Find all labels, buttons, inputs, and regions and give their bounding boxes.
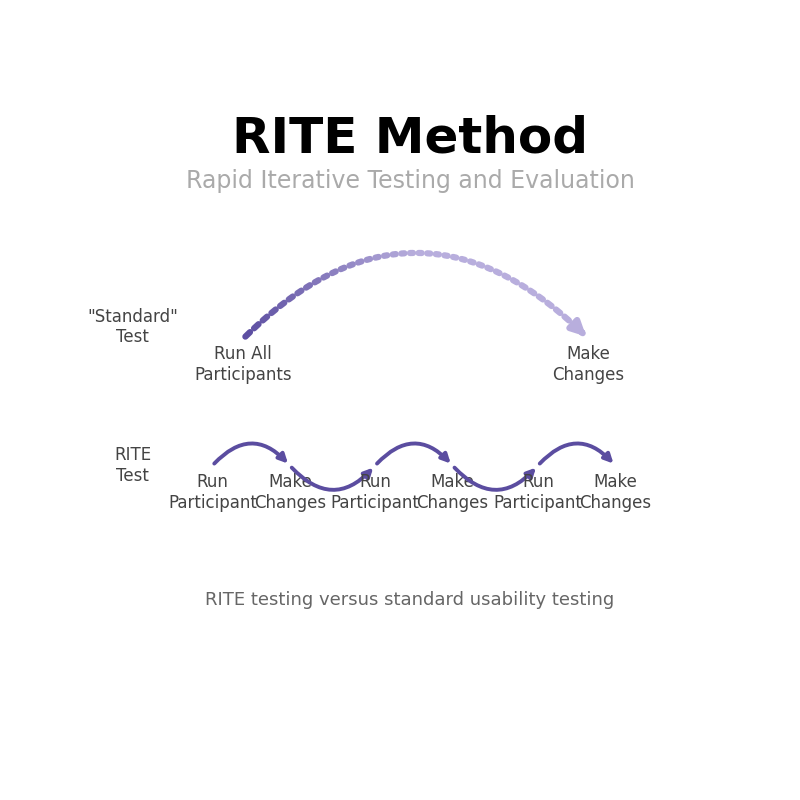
FancyArrowPatch shape <box>505 275 508 278</box>
Text: Run
Participant: Run Participant <box>168 474 257 512</box>
Text: Make
Changes: Make Changes <box>552 345 624 383</box>
FancyArrowPatch shape <box>513 280 517 282</box>
Text: Make
Changes: Make Changes <box>254 474 326 512</box>
FancyArrowPatch shape <box>214 443 285 463</box>
FancyArrowPatch shape <box>540 443 610 463</box>
FancyArrowPatch shape <box>478 264 482 266</box>
FancyArrowPatch shape <box>573 324 578 328</box>
FancyArrowPatch shape <box>366 259 370 260</box>
FancyArrowPatch shape <box>262 317 267 321</box>
FancyArrowPatch shape <box>271 310 276 313</box>
FancyArrowPatch shape <box>246 332 250 337</box>
FancyArrowPatch shape <box>292 468 370 490</box>
FancyArrowPatch shape <box>522 285 526 288</box>
FancyArrowPatch shape <box>289 297 293 299</box>
Text: Make
Changes: Make Changes <box>579 474 651 512</box>
FancyArrowPatch shape <box>341 268 344 269</box>
Text: Rapid Iterative Testing and Evaluation: Rapid Iterative Testing and Evaluation <box>186 169 634 193</box>
Text: Run
Participant: Run Participant <box>494 474 582 512</box>
FancyArrowPatch shape <box>314 280 318 282</box>
FancyArrowPatch shape <box>496 271 499 273</box>
FancyArrowPatch shape <box>332 271 336 273</box>
FancyArrowPatch shape <box>377 443 448 463</box>
FancyArrowPatch shape <box>538 297 543 299</box>
Text: RITE Method: RITE Method <box>232 114 588 162</box>
FancyArrowPatch shape <box>254 324 258 328</box>
Text: Run All
Participants: Run All Participants <box>194 345 292 383</box>
Text: RITE
Test: RITE Test <box>114 446 151 485</box>
FancyArrowPatch shape <box>565 317 569 321</box>
FancyArrowPatch shape <box>530 290 534 294</box>
Text: "Standard"
Test: "Standard" Test <box>87 308 178 346</box>
FancyArrowPatch shape <box>556 310 560 313</box>
FancyArrowPatch shape <box>487 268 491 269</box>
Text: Run
Participant: Run Participant <box>330 474 419 512</box>
FancyArrowPatch shape <box>280 302 284 306</box>
FancyArrowPatch shape <box>323 275 327 278</box>
FancyArrowPatch shape <box>298 290 302 294</box>
FancyArrowPatch shape <box>454 468 533 490</box>
Text: Make
Changes: Make Changes <box>417 474 489 512</box>
FancyArrowPatch shape <box>570 320 582 333</box>
FancyArrowPatch shape <box>306 285 310 288</box>
FancyArrowPatch shape <box>462 259 465 260</box>
Text: RITE testing versus standard usability testing: RITE testing versus standard usability t… <box>206 591 614 610</box>
FancyArrowPatch shape <box>350 264 353 266</box>
FancyArrowPatch shape <box>547 302 551 306</box>
